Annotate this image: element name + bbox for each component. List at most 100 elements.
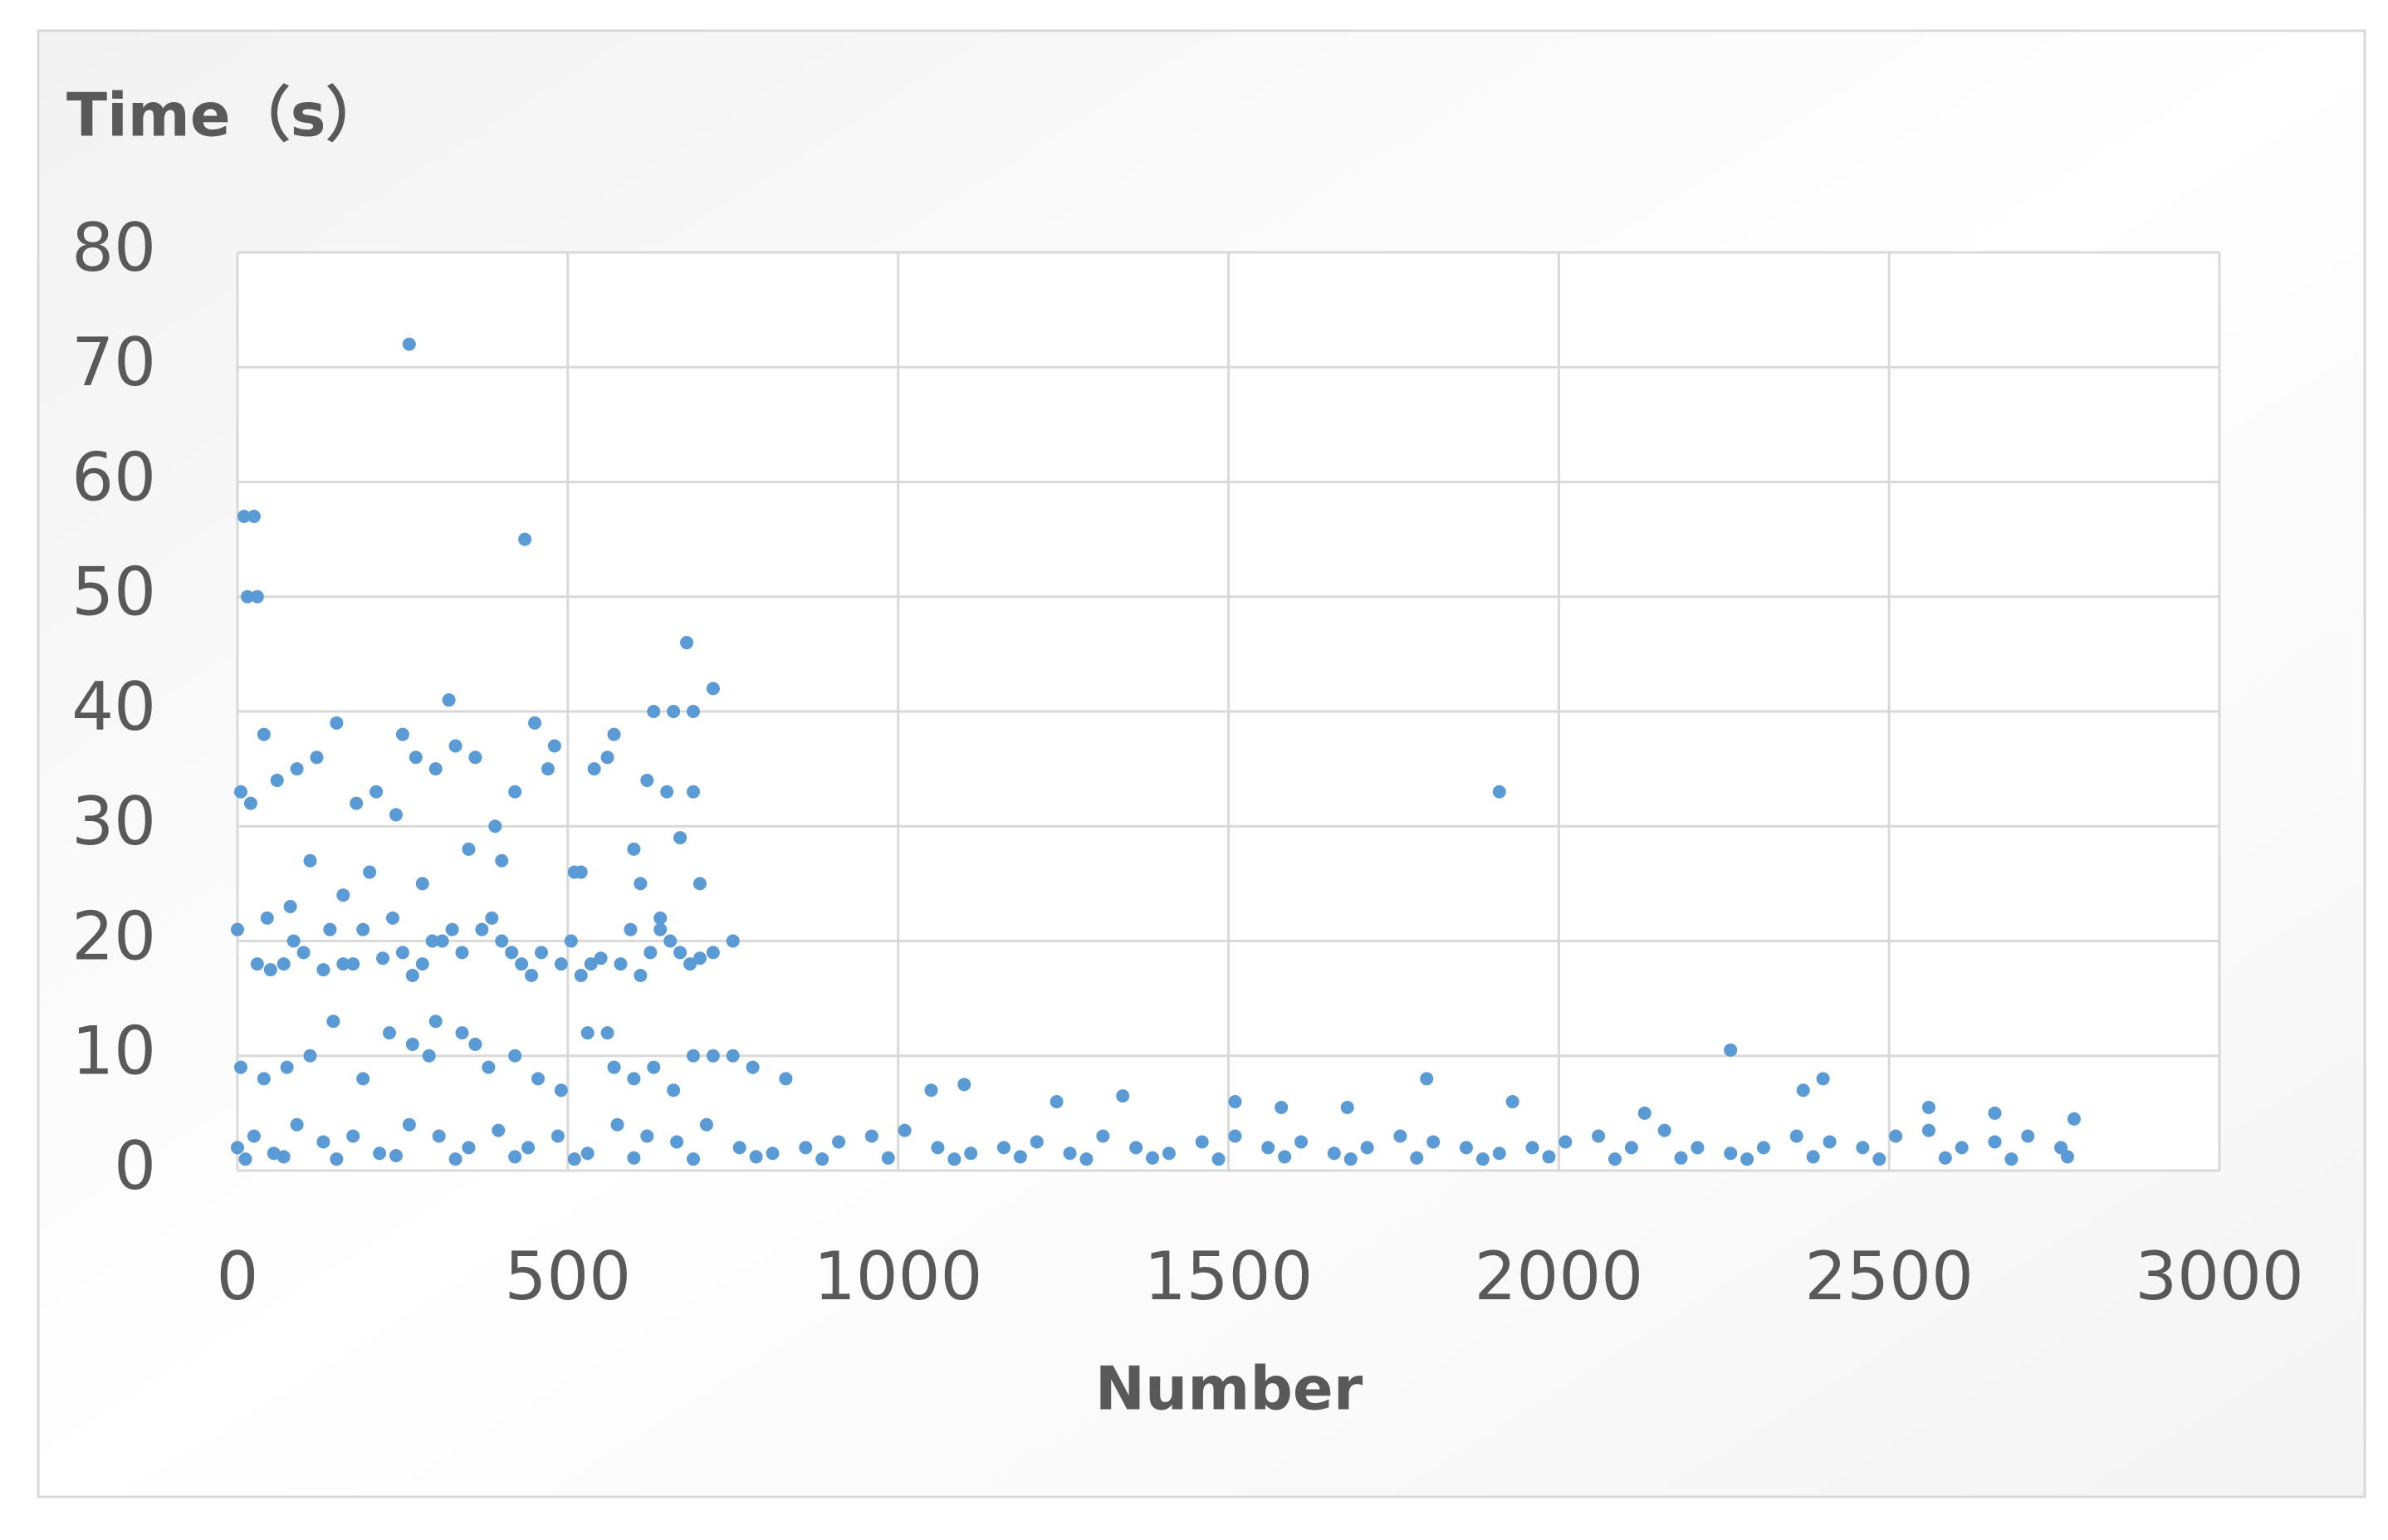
point	[931, 1141, 945, 1155]
point	[647, 1060, 661, 1074]
point	[706, 1049, 720, 1063]
point	[670, 1135, 684, 1149]
point	[330, 716, 344, 730]
point	[957, 1078, 971, 1092]
point	[766, 1146, 780, 1161]
point	[554, 1083, 568, 1098]
point	[1228, 1095, 1242, 1109]
point	[462, 1141, 476, 1155]
point	[673, 946, 688, 960]
point	[233, 785, 247, 799]
point	[1889, 1129, 1903, 1143]
point	[405, 1037, 419, 1051]
point	[290, 762, 304, 776]
point	[402, 1117, 416, 1132]
point	[1340, 1100, 1354, 1114]
x-tick-label: 2000	[1475, 1238, 1644, 1315]
x-tick-label: 2500	[1804, 1238, 1974, 1315]
grid	[236, 251, 2221, 1172]
point	[1657, 1123, 1671, 1137]
point	[350, 796, 364, 810]
point	[395, 727, 409, 741]
point	[1559, 1135, 1573, 1149]
point	[448, 1152, 462, 1166]
point	[1592, 1129, 1606, 1143]
point	[567, 1152, 581, 1166]
point	[634, 877, 648, 891]
point	[495, 853, 509, 868]
point	[531, 1072, 546, 1086]
point	[525, 968, 539, 982]
point	[627, 1151, 641, 1165]
point	[1013, 1150, 1027, 1164]
point	[947, 1152, 962, 1166]
point	[673, 831, 688, 845]
point	[385, 911, 399, 925]
point	[445, 922, 459, 936]
point	[1955, 1141, 1969, 1155]
point	[455, 1026, 469, 1040]
point	[250, 589, 264, 604]
point	[1525, 1141, 1539, 1155]
point	[1211, 1152, 1226, 1166]
point	[336, 888, 350, 902]
point	[667, 1083, 681, 1098]
point	[422, 1049, 436, 1063]
point	[600, 1026, 614, 1040]
point	[276, 957, 291, 971]
point	[1756, 1141, 1770, 1155]
point	[1228, 1129, 1242, 1143]
point	[653, 922, 668, 936]
point	[409, 750, 423, 765]
point	[402, 337, 416, 351]
x-tick-label: 0	[217, 1238, 259, 1315]
point	[316, 963, 330, 977]
point	[346, 957, 360, 971]
point	[238, 1152, 252, 1166]
point	[240, 589, 254, 604]
point	[964, 1146, 978, 1161]
point	[1129, 1141, 1143, 1155]
point	[310, 750, 324, 765]
point	[1063, 1146, 1077, 1161]
point	[505, 946, 519, 960]
point	[1278, 1150, 1292, 1164]
point	[356, 922, 370, 936]
point	[898, 1123, 912, 1137]
point	[432, 1129, 446, 1143]
point	[296, 946, 311, 960]
point	[356, 1072, 370, 1086]
point	[779, 1072, 793, 1086]
point	[2060, 1150, 2074, 1164]
point	[1872, 1152, 1886, 1166]
point	[1050, 1095, 1064, 1109]
point	[369, 785, 384, 799]
point	[580, 1146, 595, 1161]
point	[528, 716, 542, 730]
point	[647, 705, 661, 718]
point	[415, 877, 429, 891]
point	[303, 853, 317, 868]
point	[1740, 1152, 1754, 1166]
x-axis-title: Number	[1095, 1354, 1363, 1424]
point	[624, 922, 638, 936]
point	[508, 1150, 522, 1164]
point	[799, 1141, 813, 1155]
point	[832, 1135, 846, 1149]
point	[815, 1152, 829, 1166]
point	[600, 750, 614, 765]
point	[643, 946, 658, 960]
x-tick-label: 1000	[814, 1238, 983, 1315]
point	[1096, 1129, 1110, 1143]
point	[515, 957, 529, 971]
point	[270, 773, 284, 787]
point	[243, 796, 257, 810]
point	[1410, 1151, 1424, 1165]
point	[1420, 1072, 1434, 1086]
point	[667, 705, 681, 718]
point	[587, 762, 601, 776]
point	[640, 773, 654, 787]
point	[508, 785, 522, 799]
point	[683, 957, 697, 971]
point	[518, 532, 532, 546]
